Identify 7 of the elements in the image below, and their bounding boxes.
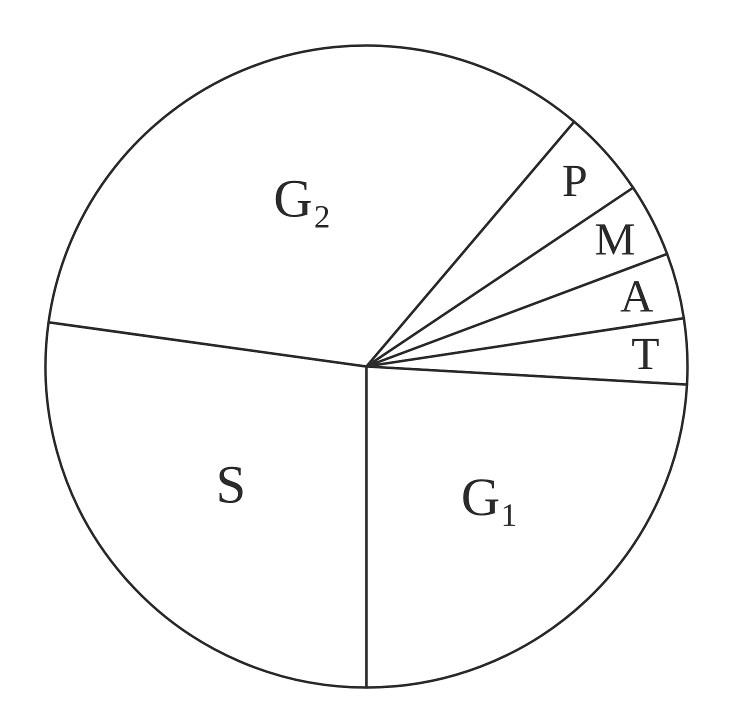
slice-label: G₁	[461, 467, 519, 528]
slice-label: S	[216, 454, 246, 515]
slice-label: T	[631, 328, 660, 379]
slice-label: M	[594, 213, 636, 264]
slice-label: A	[620, 270, 654, 322]
slice-label: P	[562, 155, 588, 206]
slice-label: G₂	[274, 168, 332, 229]
